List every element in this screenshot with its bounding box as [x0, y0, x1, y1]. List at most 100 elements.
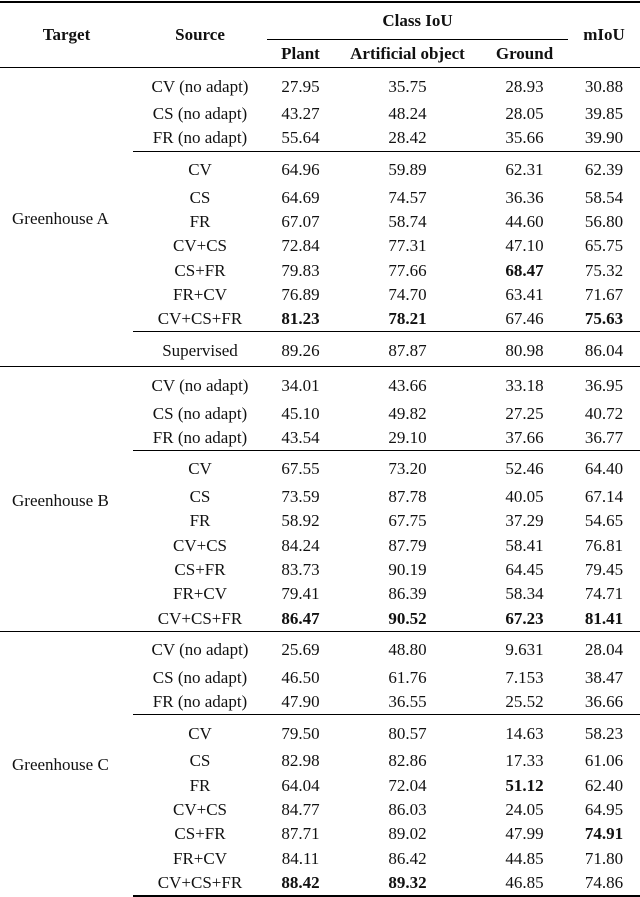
- value-cell: 74.71: [584, 584, 624, 604]
- header-column: Ground: [481, 39, 569, 68]
- value-cell: 89.26: [267, 331, 334, 367]
- value-cell: 63.41: [505, 284, 544, 304]
- table-row: CS+FR 87.71 89.02 47.99 74.91: [0, 822, 640, 846]
- header-target: Target: [0, 1, 133, 68]
- table-row: CV+CS 72.84 77.31 47.10 65.75: [0, 234, 640, 258]
- value-cell: 71.67: [584, 284, 624, 304]
- value-cell: 28.05: [505, 104, 544, 124]
- value-cell: 25.69: [267, 630, 334, 666]
- value-cell: 72.84: [281, 236, 320, 256]
- value-cell: 47.90: [281, 692, 320, 712]
- table-row: CS (no adapt) 43.27 48.24 28.05 39.85: [0, 102, 640, 126]
- source-cell: CV (no adapt): [133, 630, 267, 666]
- value-cell: 43.66: [334, 366, 481, 402]
- source-cell: FR: [189, 511, 211, 531]
- value-cell: 44.85: [505, 848, 544, 868]
- source-cell: CS: [189, 187, 211, 207]
- value-cell: 90.19: [388, 560, 427, 579]
- value-cell: 30.88: [584, 76, 624, 96]
- source-cell: CV+CS+FR: [157, 309, 243, 329]
- value-cell: 36.55: [388, 692, 427, 712]
- value-cell: 84.24: [281, 535, 320, 555]
- source-cell: CS: [189, 751, 211, 771]
- value-cell: 75.63: [584, 309, 624, 329]
- value-cell: 77.31: [388, 236, 427, 256]
- value-cell: 67.07: [281, 212, 320, 232]
- value-cell: 45.10: [281, 403, 320, 423]
- source-cell: CS+FR: [174, 260, 226, 280]
- table-row: CS+FR 79.83 77.66 68.47 75.32: [0, 258, 640, 282]
- value-cell: 35.75: [388, 76, 427, 96]
- table-row: FR (no adapt) 55.64 28.42 35.66 39.90: [0, 126, 640, 151]
- value-cell: 17.33: [505, 751, 544, 771]
- value-cell: 28.93: [505, 76, 544, 96]
- table-row: CS+FR 83.73 90.19 64.45 79.45: [0, 558, 640, 582]
- value-cell: 37.29: [505, 511, 544, 531]
- value-cell: 67.46: [505, 309, 544, 329]
- value-cell: 86.03: [388, 800, 427, 820]
- value-cell: 79.83: [281, 260, 320, 280]
- value-cell: 67.75: [388, 511, 427, 531]
- value-cell: 24.05: [505, 800, 544, 820]
- value-cell: 86.04: [568, 331, 640, 367]
- value-cell: 74.86: [568, 870, 640, 897]
- value-cell: 86.39: [388, 584, 427, 604]
- table-row: FR 58.92 67.75 37.29 54.65: [0, 509, 640, 533]
- value-cell: 89.02: [388, 824, 427, 844]
- header-class-iou: Class IoU: [267, 1, 569, 40]
- value-cell: 44.60: [505, 212, 544, 232]
- value-cell: 7.153: [505, 667, 544, 687]
- table-row: CV 64.96 59.89 62.31 62.39: [0, 150, 640, 186]
- value-cell: 72.04: [388, 775, 427, 795]
- value-cell: 51.12: [505, 775, 544, 795]
- value-cell: 84.77: [281, 800, 320, 820]
- value-cell: 35.66: [505, 128, 544, 148]
- value-cell: 48.24: [388, 104, 427, 124]
- table-row: FR (no adapt) 47.90 36.55 25.52 36.66: [0, 690, 640, 715]
- target-cell: Greenhouse C: [0, 630, 133, 897]
- value-cell: 62.39: [568, 150, 640, 186]
- value-cell: 89.32: [334, 870, 481, 897]
- value-cell: 28.42: [388, 128, 427, 148]
- value-cell: 67.55: [267, 449, 334, 485]
- value-cell: 81.23: [281, 309, 320, 329]
- value-cell: 64.40: [568, 449, 640, 485]
- value-cell: 14.63: [481, 714, 569, 750]
- value-cell: 40.72: [584, 403, 624, 423]
- value-cell: 79.45: [584, 560, 624, 579]
- target-cell: Greenhouse A: [12, 208, 109, 228]
- value-cell: 76.81: [584, 535, 624, 555]
- value-cell: 28.04: [568, 630, 640, 666]
- value-cell: 27.95: [281, 76, 320, 96]
- value-cell: 9.631: [481, 630, 569, 666]
- value-cell: 78.21: [388, 309, 427, 329]
- table-row: FR+CV 79.41 86.39 58.34 74.71: [0, 582, 640, 606]
- value-cell: 64.69: [281, 187, 320, 207]
- source-cell: CS+FR: [174, 824, 226, 844]
- value-cell: 88.42: [267, 870, 334, 897]
- value-cell: 83.73: [281, 560, 320, 579]
- table-row: Greenhouse A CV (no adapt) 27.95 35.75 28.93…: [0, 68, 640, 228]
- table-row: FR+CV 84.11 86.42 44.85 71.80: [0, 847, 640, 871]
- source-cell: CV+CS+FR: [157, 608, 243, 628]
- header-miou: mIoU: [568, 1, 640, 68]
- value-cell: 47.99: [505, 824, 544, 844]
- value-cell: 64.04: [281, 775, 320, 795]
- value-cell: 62.31: [481, 150, 569, 186]
- value-cell: 49.82: [388, 403, 427, 423]
- source-cell: CS (no adapt): [152, 104, 248, 124]
- value-cell: 87.79: [388, 535, 427, 555]
- source-cell: CV (no adapt): [133, 366, 267, 402]
- value-cell: 39.85: [584, 104, 624, 124]
- value-cell: 46.50: [281, 667, 320, 687]
- value-cell: 59.89: [334, 150, 481, 186]
- target-cell: Greenhouse B: [0, 366, 133, 632]
- value-cell: 36.36: [505, 187, 544, 207]
- value-cell: 90.52: [388, 608, 427, 628]
- value-cell: 43.54: [281, 427, 320, 447]
- table-row: CV+CS+FR 81.23 78.21 67.46 75.63: [0, 307, 640, 332]
- value-cell: 58.92: [281, 511, 320, 531]
- value-cell: 29.10: [388, 427, 427, 447]
- value-cell: 27.25: [505, 403, 544, 423]
